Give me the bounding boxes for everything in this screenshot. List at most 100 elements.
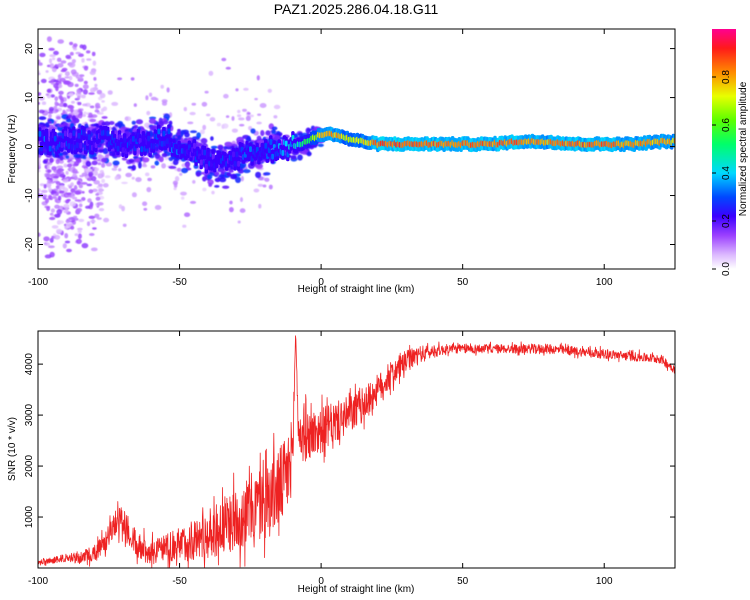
spectrogram-cell — [116, 145, 120, 152]
spectrogram-cell — [88, 112, 93, 118]
spectrogram-cell — [91, 51, 96, 57]
spectrogram-cell — [76, 207, 83, 213]
spectrogram-cell — [317, 143, 324, 147]
spectrogram-cell — [81, 197, 86, 201]
spectrogram-cell — [46, 206, 51, 212]
spectrogram-cell — [97, 173, 104, 179]
spectrogram-cell — [105, 162, 113, 167]
spectrogram-cell — [196, 132, 201, 139]
spectrogram-cell — [149, 126, 156, 131]
spectrogram-cell — [38, 169, 41, 173]
spectrogram-cell — [64, 240, 71, 244]
spectrogram-cell — [49, 157, 54, 163]
spectrogram-cell — [65, 222, 72, 229]
spectrogram-y-tick-label: -20 — [24, 237, 35, 252]
spectrogram-cell — [225, 66, 231, 70]
spectrogram-cell — [81, 191, 85, 194]
spectrogram-cell — [86, 183, 93, 187]
spectrogram-cell — [202, 187, 207, 192]
spectrogram-cell — [47, 165, 51, 170]
spectrogram-cell — [189, 130, 198, 134]
spectrogram-cell — [49, 216, 56, 221]
spectrogram-cell — [43, 194, 48, 198]
spectrogram-cell — [160, 140, 164, 147]
spectrogram-cell — [124, 116, 129, 121]
spectrogram-cell — [161, 153, 168, 158]
spectrogram-cell — [250, 128, 256, 134]
spectrogram-cell — [77, 76, 84, 82]
spectrogram-cell — [184, 132, 190, 138]
spectrogram-x-tick-label: 100 — [596, 277, 613, 288]
spectrogram-cell — [70, 69, 77, 75]
spectrogram-cell — [133, 103, 137, 107]
snr-y-tick-label: 1000 — [24, 505, 35, 528]
spectrogram-cell — [135, 158, 141, 163]
spectrogram-cell — [271, 126, 278, 131]
spectrogram-cell — [53, 135, 57, 142]
spectrogram-cell — [40, 145, 43, 152]
spectrogram-cell — [38, 124, 44, 128]
spectrogram-cell — [214, 185, 220, 188]
spectrogram-cell — [154, 160, 160, 166]
spectrogram-cell — [48, 245, 55, 249]
spectrogram-cell — [56, 57, 62, 62]
spectrogram-cell — [53, 176, 59, 179]
spectrogram-cell — [264, 142, 268, 149]
spectrogram-cell — [125, 172, 132, 178]
spectrogram-cell — [86, 177, 93, 181]
spectrogram-cell — [92, 188, 98, 193]
spectrogram-cell — [53, 50, 59, 56]
spectrogram-cell — [231, 116, 235, 121]
spectrogram-cell — [90, 247, 98, 252]
spectrogram-cell — [146, 110, 151, 116]
spectrogram-cell — [130, 77, 135, 81]
spectrogram-cell — [231, 128, 238, 133]
spectrogram-cell — [90, 87, 96, 93]
spectrogram-cell — [255, 171, 262, 179]
spectrogram-cell — [70, 144, 74, 150]
spectrogram-cell — [96, 202, 104, 206]
spectrogram-cell — [140, 146, 144, 153]
spectrogram-cell — [240, 175, 244, 182]
spectrogram-cell — [101, 121, 106, 127]
spectrogram-cell — [54, 198, 58, 203]
spectrogram-cell — [45, 198, 49, 204]
spectrogram-cell — [206, 113, 211, 117]
spectrogram-cell — [158, 156, 164, 163]
spectrogram-cell — [184, 212, 191, 217]
spectrogram-cell — [77, 227, 83, 231]
spectrogram-cell — [281, 150, 285, 156]
spectrogram-cell — [47, 179, 51, 184]
spectrogram-cell — [202, 176, 207, 182]
spectrogram-cell — [267, 88, 272, 93]
spectrogram-cell — [80, 182, 88, 185]
spectrogram-y-ticks: -20 -10 0 10 20 — [24, 43, 675, 252]
spectrogram-cell — [54, 100, 58, 107]
spectrogram-cell — [71, 115, 76, 121]
spectrogram-cell — [82, 89, 88, 95]
spectrogram-cell — [50, 94, 55, 98]
spectrogram-cell — [77, 101, 82, 106]
spectrogram-cell — [79, 153, 86, 159]
spectrogram-cell — [127, 165, 134, 169]
spectrogram-cell — [114, 175, 119, 181]
spectrogram-cell — [254, 97, 258, 101]
spectrogram-cell — [253, 188, 260, 193]
spectrogram-cell — [54, 96, 59, 101]
spectrogram-cell — [144, 122, 151, 128]
spectrogram-cell — [138, 162, 142, 169]
snr-x-tick-label: -100 — [28, 576, 48, 587]
spectrogram-cell — [48, 106, 55, 112]
spectrogram-cell — [165, 138, 169, 145]
snr-y-tick-label: 2000 — [24, 455, 35, 478]
spectrogram-cell — [64, 130, 67, 137]
spectrogram-cell — [133, 124, 138, 129]
spectrogram-cell — [256, 75, 260, 81]
spectrogram-cell — [78, 184, 84, 189]
snr-y-ticks: 1000 2000 3000 4000 — [24, 353, 675, 528]
spectrogram-cell — [237, 220, 241, 224]
spectrogram-cell — [49, 237, 54, 243]
spectrogram-cell — [60, 69, 67, 73]
spectrogram-cell — [39, 52, 46, 58]
snr-frame — [37, 330, 676, 569]
